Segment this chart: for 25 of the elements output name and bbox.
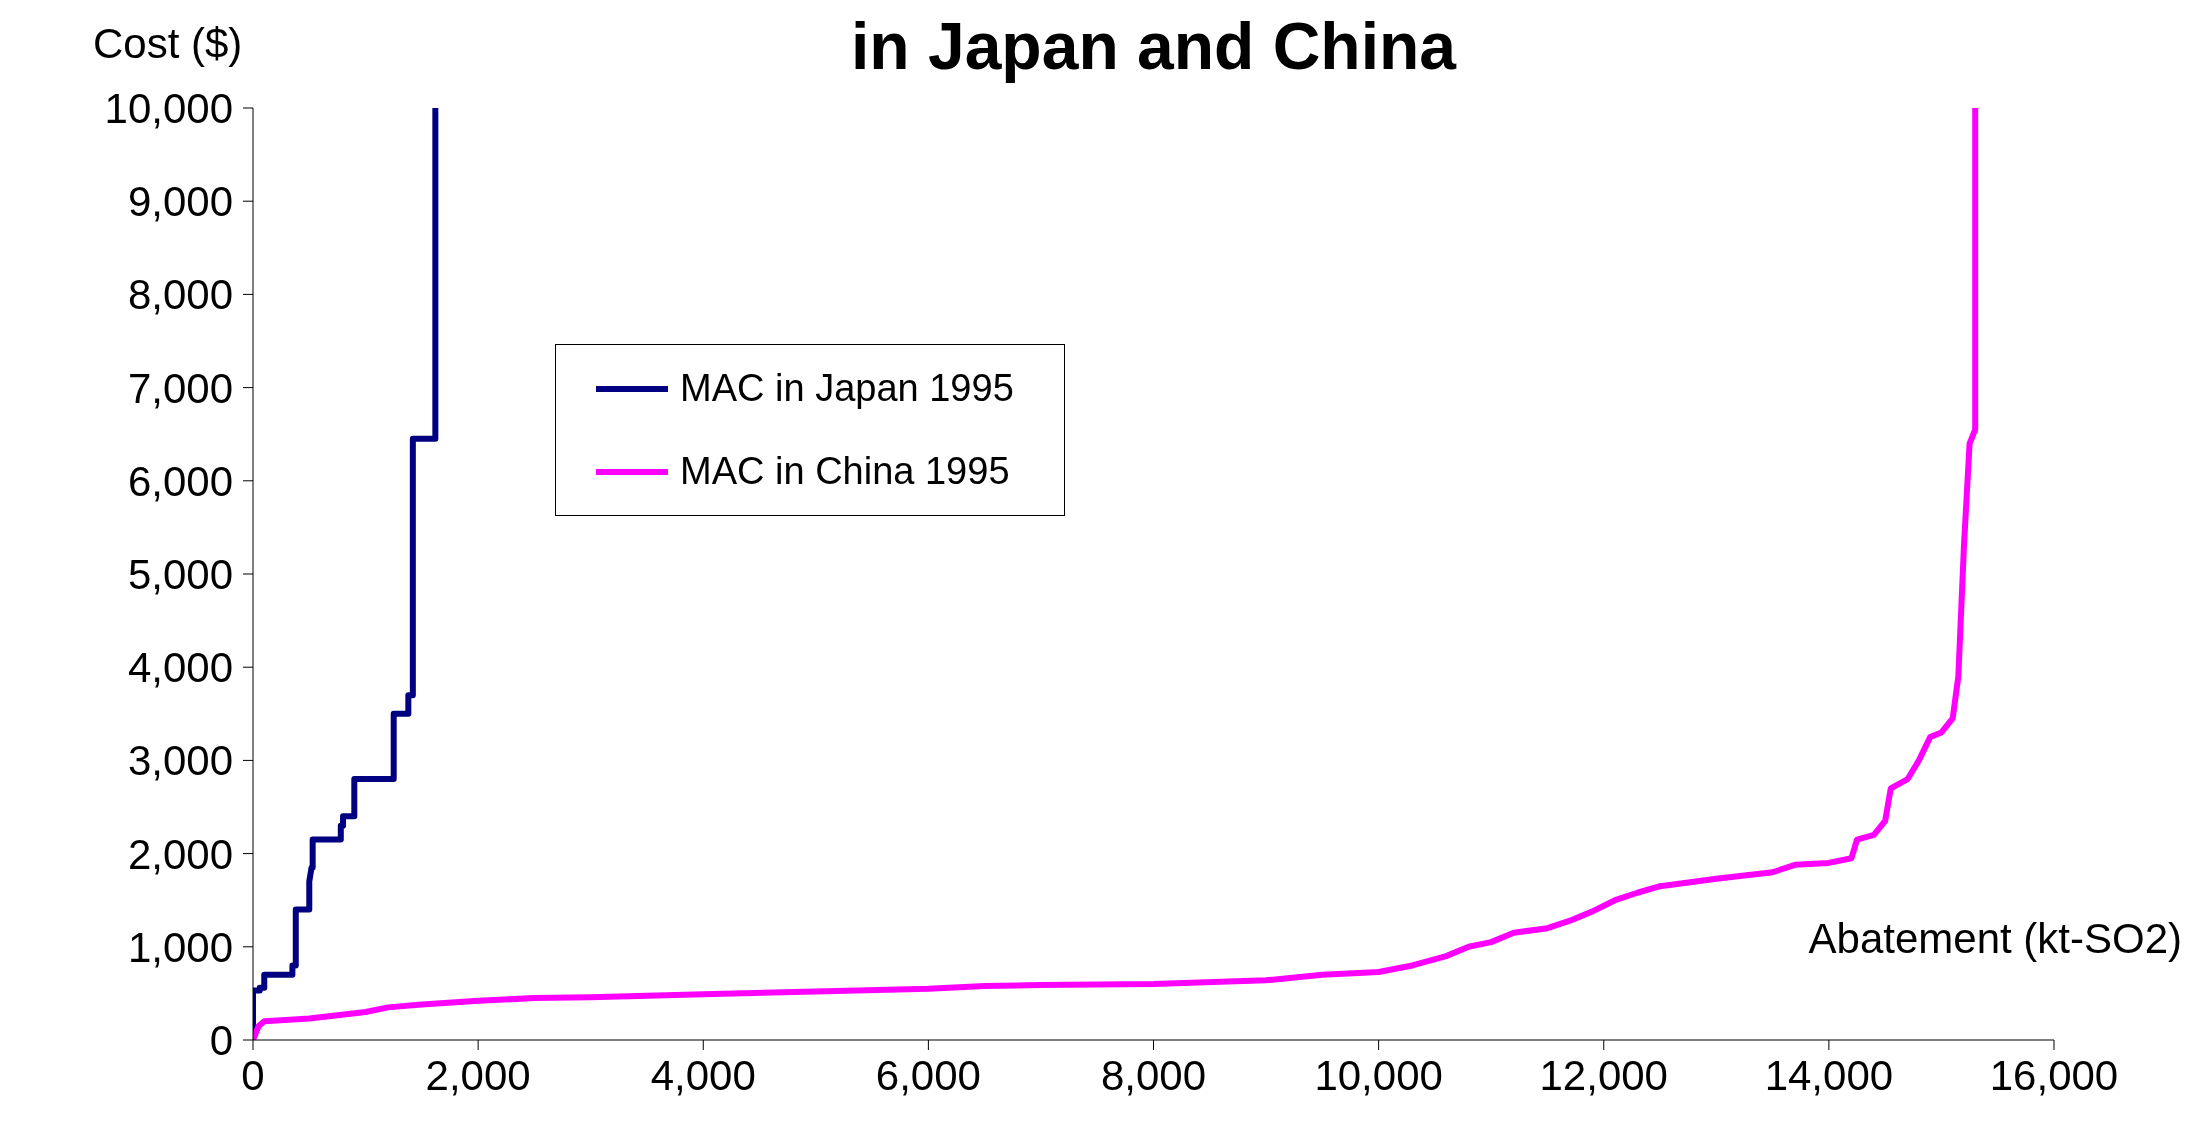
chart-title: in Japan and China bbox=[849, 8, 1458, 84]
x-tick-label: 8,000 bbox=[1100, 1051, 1207, 1099]
y-tick-label: 0 bbox=[209, 1016, 233, 1064]
x-tick-label: 14,000 bbox=[1764, 1051, 1894, 1099]
x-tick-label: 6,000 bbox=[875, 1051, 981, 1099]
legend-label: MAC in Japan 1995 bbox=[680, 367, 1014, 410]
y-axis-title: Cost ($) bbox=[93, 20, 243, 68]
y-tick-label: 10,000 bbox=[104, 84, 233, 132]
x-tick-label: 2,000 bbox=[425, 1051, 531, 1099]
y-tick-label: 7,000 bbox=[127, 364, 233, 412]
legend-label: MAC in China 1995 bbox=[680, 450, 1010, 493]
y-tick-label: 3,000 bbox=[127, 737, 233, 785]
y-tick-label: 6,000 bbox=[127, 457, 233, 505]
y-tick-label: 4,000 bbox=[127, 644, 233, 692]
y-tick-label: 8,000 bbox=[127, 271, 233, 319]
x-tick-label: 0 bbox=[241, 1051, 265, 1099]
y-tick-label: 5,000 bbox=[127, 550, 233, 598]
y-tick-label: 2,000 bbox=[127, 830, 233, 878]
y-tick-label: 9,000 bbox=[127, 178, 233, 226]
x-axis-title: Abatement (kt-SO2) bbox=[1808, 915, 2182, 963]
x-tick-label: 12,000 bbox=[1539, 1051, 1668, 1099]
x-tick-label: 16,000 bbox=[1989, 1051, 2119, 1099]
x-tick-label: 10,000 bbox=[1314, 1051, 1443, 1099]
x-tick-label: 4,000 bbox=[650, 1051, 756, 1099]
y-tick-label: 1,000 bbox=[127, 923, 233, 971]
